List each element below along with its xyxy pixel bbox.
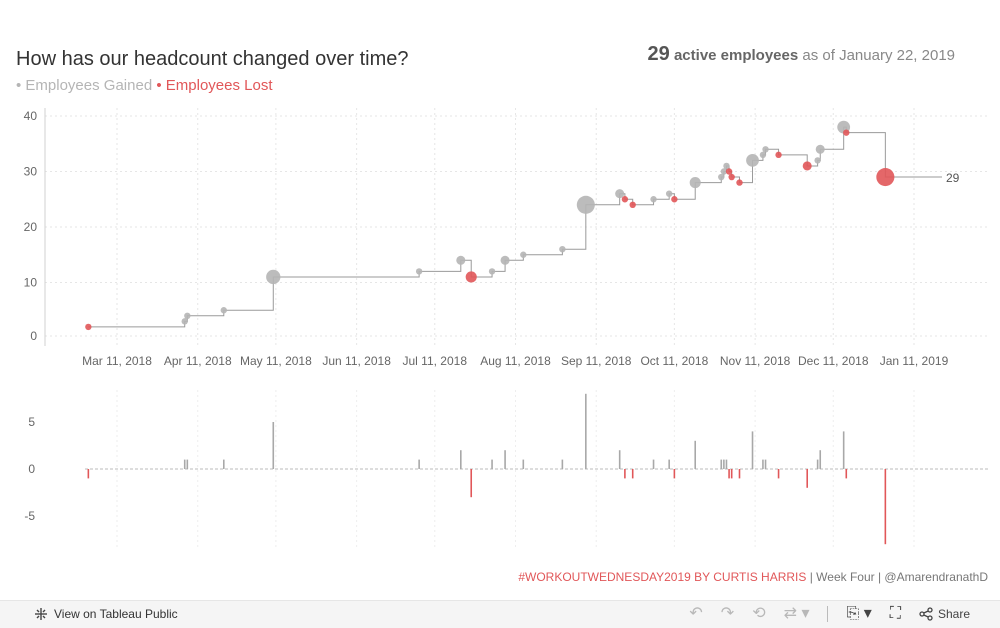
view-on-tableau-button[interactable]: View on Tableau Public bbox=[34, 607, 178, 621]
x-tick-label-4: Jul 11, 2018 bbox=[403, 354, 468, 368]
kpi-label: active employees bbox=[673, 47, 799, 64]
data-point-0 bbox=[85, 323, 92, 331]
toolbar-divider bbox=[827, 606, 829, 622]
y-tick-label-0: 0 bbox=[30, 329, 37, 343]
data-point-9 bbox=[500, 255, 510, 265]
kpi-value: 29 bbox=[647, 43, 670, 65]
legend-lost[interactable]: • Employees Lost bbox=[156, 77, 273, 94]
data-point-21 bbox=[720, 168, 728, 175]
x-tick-label-5: Aug 11, 2018 bbox=[480, 354, 551, 368]
data-point-5 bbox=[415, 268, 423, 275]
data-point-29 bbox=[775, 151, 782, 159]
data-point-23 bbox=[725, 168, 733, 175]
bar-y-tick-label-2: 5 bbox=[28, 415, 35, 429]
kpi-suffix: as of January 22, 2019 bbox=[802, 47, 955, 64]
data-point-22 bbox=[723, 162, 730, 170]
x-tick-label-1: Apr 11, 2018 bbox=[164, 354, 232, 368]
x-tick-label-8: Nov 11, 2018 bbox=[720, 354, 791, 368]
x-tick-label-9: Dec 11, 2018 bbox=[798, 354, 869, 368]
data-point-20 bbox=[718, 173, 725, 181]
y-tick-label-4: 40 bbox=[24, 109, 38, 123]
share-label: Share bbox=[937, 607, 970, 621]
undo-icon[interactable]: ↶ bbox=[689, 605, 703, 622]
y-tick-label-1: 10 bbox=[24, 276, 38, 290]
tableau-icon bbox=[35, 608, 47, 620]
refresh-icon[interactable]: ⇄ ▾ bbox=[783, 605, 810, 622]
data-point-16 bbox=[650, 196, 657, 203]
data-point-8 bbox=[488, 268, 496, 275]
data-point-10 bbox=[520, 251, 527, 258]
download-icon[interactable]: ⎘ ▾ bbox=[846, 605, 872, 622]
credit-line: #WORKOUTWEDNESDAY2019 BY CURTIS HARRIS |… bbox=[518, 570, 988, 584]
tableau-toolbar: View on Tableau Public ↶ ↷ ⟲ ⇄ ▾ ⎘ ▾ ⛶ S… bbox=[0, 600, 1000, 628]
x-tick-label-10: Jan 11, 2019 bbox=[880, 354, 949, 368]
data-point-2 bbox=[184, 312, 191, 319]
x-tick-label-7: Oct 11, 2018 bbox=[640, 354, 708, 368]
credit-author[interactable]: #WORKOUTWEDNESDAY2019 BY CURTIS HARRIS bbox=[518, 570, 807, 584]
legend-gained[interactable]: • Employees Gained bbox=[16, 77, 153, 94]
bar-y-tick-label-1: 0 bbox=[28, 462, 35, 476]
data-point-24 bbox=[728, 173, 735, 181]
headcount-charts: Mar 11, 2018 Apr 11, 2018 May 11, 2018 Jun … bbox=[24, 108, 990, 550]
data-point-7 bbox=[465, 271, 477, 283]
kpi-summary: 29 active employees as of January 22, 20… bbox=[648, 43, 955, 66]
data-point-12 bbox=[576, 195, 595, 214]
data-point-15 bbox=[629, 201, 636, 208]
redo-icon[interactable]: ↷ bbox=[720, 605, 735, 622]
data-point-11 bbox=[559, 246, 566, 253]
share-button[interactable]: Share bbox=[919, 607, 970, 621]
legend: • Employees Gained • Employees Lost bbox=[16, 77, 272, 94]
end-value-label: 29 bbox=[946, 171, 960, 185]
x-tick-label-2: May 11, 2018 bbox=[240, 354, 312, 368]
share-icon bbox=[919, 607, 933, 621]
data-point-19 bbox=[689, 177, 701, 189]
credit-rest: | Week Four | @AmarendranathD bbox=[806, 570, 988, 584]
data-point-17 bbox=[665, 190, 673, 197]
fullscreen-icon[interactable]: ⛶ bbox=[889, 605, 901, 622]
data-point-26 bbox=[746, 154, 759, 167]
data-point-14 bbox=[621, 196, 629, 203]
data-point-35 bbox=[876, 167, 895, 187]
view-on-tableau-label: View on Tableau Public bbox=[54, 607, 178, 621]
chart-title: How has our headcount changed over time? bbox=[16, 48, 409, 70]
data-point-4 bbox=[266, 269, 281, 285]
y-tick-label-2: 20 bbox=[24, 220, 38, 234]
data-point-6 bbox=[456, 255, 466, 265]
data-point-32 bbox=[815, 144, 825, 154]
bar-y-tick-label-0: -5 bbox=[24, 509, 35, 523]
data-point-28 bbox=[762, 146, 769, 153]
x-tick-label-3: Jun 11, 2018 bbox=[322, 354, 391, 368]
data-point-27 bbox=[759, 151, 767, 159]
x-tick-label-6: Sep 11, 2018 bbox=[561, 354, 632, 368]
data-point-13 bbox=[615, 189, 625, 199]
data-point-3 bbox=[220, 307, 227, 314]
data-point-25 bbox=[736, 179, 743, 186]
revert-icon[interactable]: ⟲ bbox=[752, 605, 766, 622]
data-point-31 bbox=[814, 157, 821, 164]
data-point-18 bbox=[671, 196, 678, 203]
y-tick-label-3: 30 bbox=[24, 165, 38, 179]
data-point-1 bbox=[181, 318, 188, 325]
data-point-34 bbox=[843, 129, 850, 136]
x-tick-label-0: Mar 11, 2018 bbox=[82, 354, 152, 368]
data-point-30 bbox=[802, 161, 812, 171]
